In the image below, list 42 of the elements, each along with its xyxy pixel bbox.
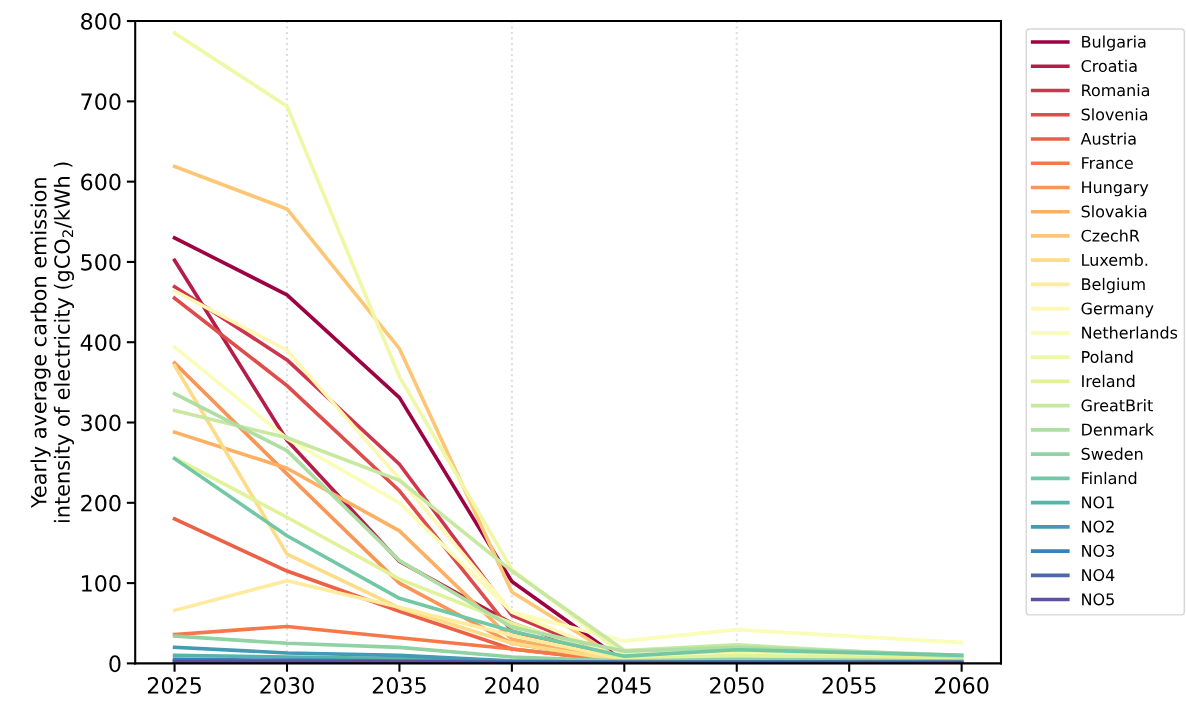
- legend-label: Poland: [1082, 350, 1133, 363]
- legend-label: Luxemb.: [1082, 253, 1148, 266]
- y-tick-label: 800: [81, 13, 121, 30]
- legend-label: CzechR: [1081, 229, 1140, 242]
- y-tick-label: 700: [81, 93, 121, 111]
- legend-label: NO1: [1082, 496, 1114, 509]
- legend-label: Hungary: [1082, 181, 1149, 197]
- legend-label: Bulgaria: [1082, 35, 1146, 51]
- legend-label: France: [1082, 157, 1133, 170]
- legend-label: NO4: [1082, 569, 1115, 582]
- legend-label: Croatia: [1081, 59, 1137, 73]
- legend-label: Ireland: [1082, 374, 1135, 388]
- x-tick-label: 2030: [260, 676, 314, 694]
- legend-label: Finland: [1082, 471, 1137, 485]
- x-tick-label: 2060: [934, 676, 989, 694]
- legend-label: Slovakia: [1081, 205, 1147, 218]
- legend-label: Belgium: [1082, 277, 1145, 294]
- legend-label: Netherlands: [1082, 326, 1178, 339]
- x-tick-label: 2050: [710, 676, 764, 694]
- legend-label: Romania: [1082, 83, 1149, 97]
- y-tick-label: 200: [81, 494, 121, 512]
- legend-label: Sweden: [1081, 447, 1143, 460]
- y-tick-label: 0: [109, 655, 121, 673]
- legend-label: GreatBrit: [1081, 399, 1153, 412]
- x-tick-label: 2035: [372, 676, 426, 694]
- y-tick-label: 400: [80, 334, 121, 351]
- legend-label: NO2: [1082, 520, 1114, 533]
- y-tick-label: 600: [81, 173, 121, 191]
- y-tick-label: 500: [81, 253, 121, 271]
- x-tick-label: 2045: [597, 676, 651, 694]
- y-tick-label: 300: [81, 414, 121, 432]
- legend-label: NO3: [1082, 544, 1114, 557]
- y-axis-title: Yearly average carbon emission intensity of electricity (gCO$_{2}$/kWh ): [30, 162, 74, 523]
- legend-label: Denmark: [1082, 423, 1154, 436]
- legend-label: Germany: [1081, 302, 1154, 318]
- x-tick-label: 2025: [147, 676, 201, 694]
- legend-label: Slovenia: [1081, 108, 1148, 121]
- x-tick-label: 2055: [822, 676, 876, 694]
- legend-label: NO5: [1082, 593, 1114, 606]
- legend-label: Austria: [1080, 132, 1136, 145]
- y-tick-label: 100: [82, 575, 121, 592]
- x-tick-label: 2040: [485, 676, 539, 694]
